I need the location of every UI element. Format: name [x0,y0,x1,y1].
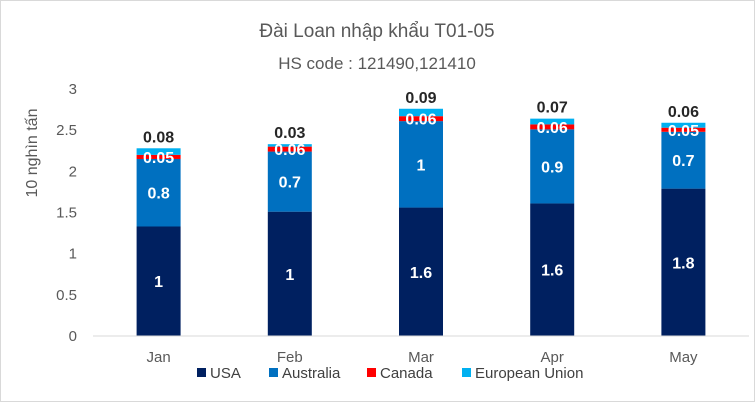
legend-swatch [197,368,206,377]
data-label: 0.05 [668,123,699,140]
bar-segment [399,121,443,208]
data-label: 0.06 [274,142,305,159]
bar-segment [661,131,706,189]
y-axis-ticks: 0 0.5 1 1.5 2 2.5 3 [56,81,77,345]
bars-group [136,108,706,336]
x-tick-label: May [669,349,698,366]
y-tick-label: 0 [69,328,77,345]
legend: USA Australia Canada European Union [197,365,583,382]
data-label: 0.06 [668,104,699,121]
chart-title: Đài Loan nhập khẩu T01-05 [259,21,494,42]
x-axis-ticks: Jan Feb Mar Apr May [147,349,699,366]
y-tick-label: 1.5 [56,205,77,222]
legend-label: USA [210,365,241,382]
bar-segment [661,127,706,132]
x-tick-label: Jan [147,349,171,366]
legend-label: Canada [380,365,433,382]
legend-swatch [269,368,278,377]
data-label: 1.8 [672,255,694,272]
data-label: 0.08 [143,129,174,146]
data-label: 0.9 [541,159,563,176]
bar-segment [136,158,181,227]
bar-segment [530,129,575,204]
data-label: 1 [285,267,294,284]
data-label: 0.06 [537,120,568,137]
data-label: 0.09 [405,90,436,107]
bar-segment [530,118,575,125]
y-tick-label: 3 [69,81,77,98]
bar-segment [399,108,443,117]
bar-segment [267,144,312,147]
bar-segment [267,211,312,336]
y-tick-label: 2.5 [56,122,77,139]
bar-segment [267,146,312,152]
data-label: 1.6 [410,265,432,282]
y-tick-label: 1 [69,246,77,263]
legend-label: European Union [475,365,583,382]
data-label: 0.03 [274,125,305,142]
bar-segment [399,207,443,336]
y-tick-label: 2 [69,163,77,180]
data-labels-group: 10.80.050.0810.70.060.031.610.060.091.60… [143,90,699,291]
bar-segment [530,203,575,336]
y-axis-label: 10 nghìn tấn [24,109,41,198]
bar-segment [136,226,181,336]
chart-subtitle: HS code : 121490,121410 [278,54,476,73]
bar-segment [530,124,575,130]
bar-segment [136,154,181,159]
x-tick-label: Feb [277,349,303,366]
x-tick-label: Apr [541,349,564,366]
legend-label: Australia [282,365,341,382]
bar-segment [399,116,443,122]
data-label: 0.8 [147,186,169,203]
data-label: 1 [154,274,163,291]
data-label: 0.05 [143,150,174,167]
data-label: 0.07 [537,100,568,117]
data-label: 0.7 [279,175,301,192]
bar-segment [136,148,181,155]
data-label: 1 [417,157,426,174]
legend-swatch [462,368,471,377]
data-label: 0.7 [672,153,694,170]
bar-segment [661,122,706,128]
bar-segment [267,151,312,212]
data-label: 1.6 [541,263,563,280]
data-label: 0.06 [405,112,436,129]
y-tick-label: 0.5 [56,287,77,304]
legend-swatch [367,368,376,377]
bar-segment [661,188,706,336]
x-tick-label: Mar [408,349,434,366]
